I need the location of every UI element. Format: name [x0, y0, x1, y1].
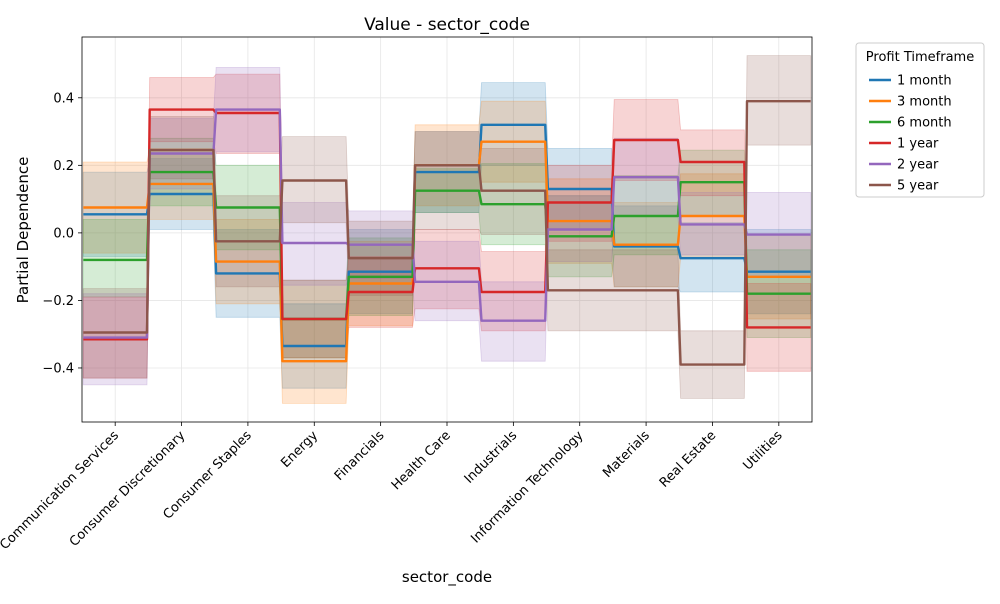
x-tick-label: Communication Services [0, 428, 122, 553]
series-lines [83, 99, 811, 366]
x-tick-label: Health Care [389, 428, 454, 493]
confidence-band [82, 137, 812, 359]
confidence-band [82, 55, 812, 399]
y-axis-label: Partial Dependence [14, 157, 32, 304]
y-tick-label: 0.4 [53, 91, 74, 106]
legend-title: Profit Timeframe [866, 50, 974, 65]
x-tick-label: Information Technology [468, 428, 586, 546]
x-tick-label: Materials [600, 428, 653, 481]
legend-label: 1 year [897, 137, 939, 152]
x-tick-label: Consumer Discretionary [67, 428, 189, 550]
series-line [83, 108, 811, 341]
legend-label: 2 year [897, 158, 939, 173]
x-tick-label: Utilities [740, 428, 785, 473]
legend-label: 6 month [897, 116, 952, 131]
chart-title: Value - sector_code [364, 15, 530, 35]
x-tick-label: Industrials [462, 428, 521, 487]
legend-box [855, 42, 985, 198]
x-axis-label: sector_code [402, 568, 492, 587]
y-axis-ticks: −0.4 −0.2 0.0 0.2 0.4 [42, 91, 82, 376]
legend-items: 1 month 3 month 6 month 1 year 2 year 5 year [869, 74, 952, 194]
x-tick-label: Financials [332, 428, 388, 484]
y-tick-label: −0.2 [42, 294, 74, 309]
y-tick-label: 0.0 [53, 226, 74, 241]
y-tick-label: 0.2 [53, 159, 74, 174]
legend-label: 5 year [897, 179, 939, 194]
x-tick-label: Energy [278, 428, 321, 471]
x-tick-label: Real Estate [657, 428, 719, 490]
series-line [83, 108, 811, 339]
legend-label: 3 month [897, 95, 952, 110]
legend-label: 1 month [897, 74, 952, 89]
confidence-band [82, 82, 812, 389]
series-line [83, 99, 811, 366]
confidence-bands [82, 55, 812, 404]
y-tick-label: −0.4 [42, 361, 74, 376]
confidence-band [82, 73, 812, 379]
